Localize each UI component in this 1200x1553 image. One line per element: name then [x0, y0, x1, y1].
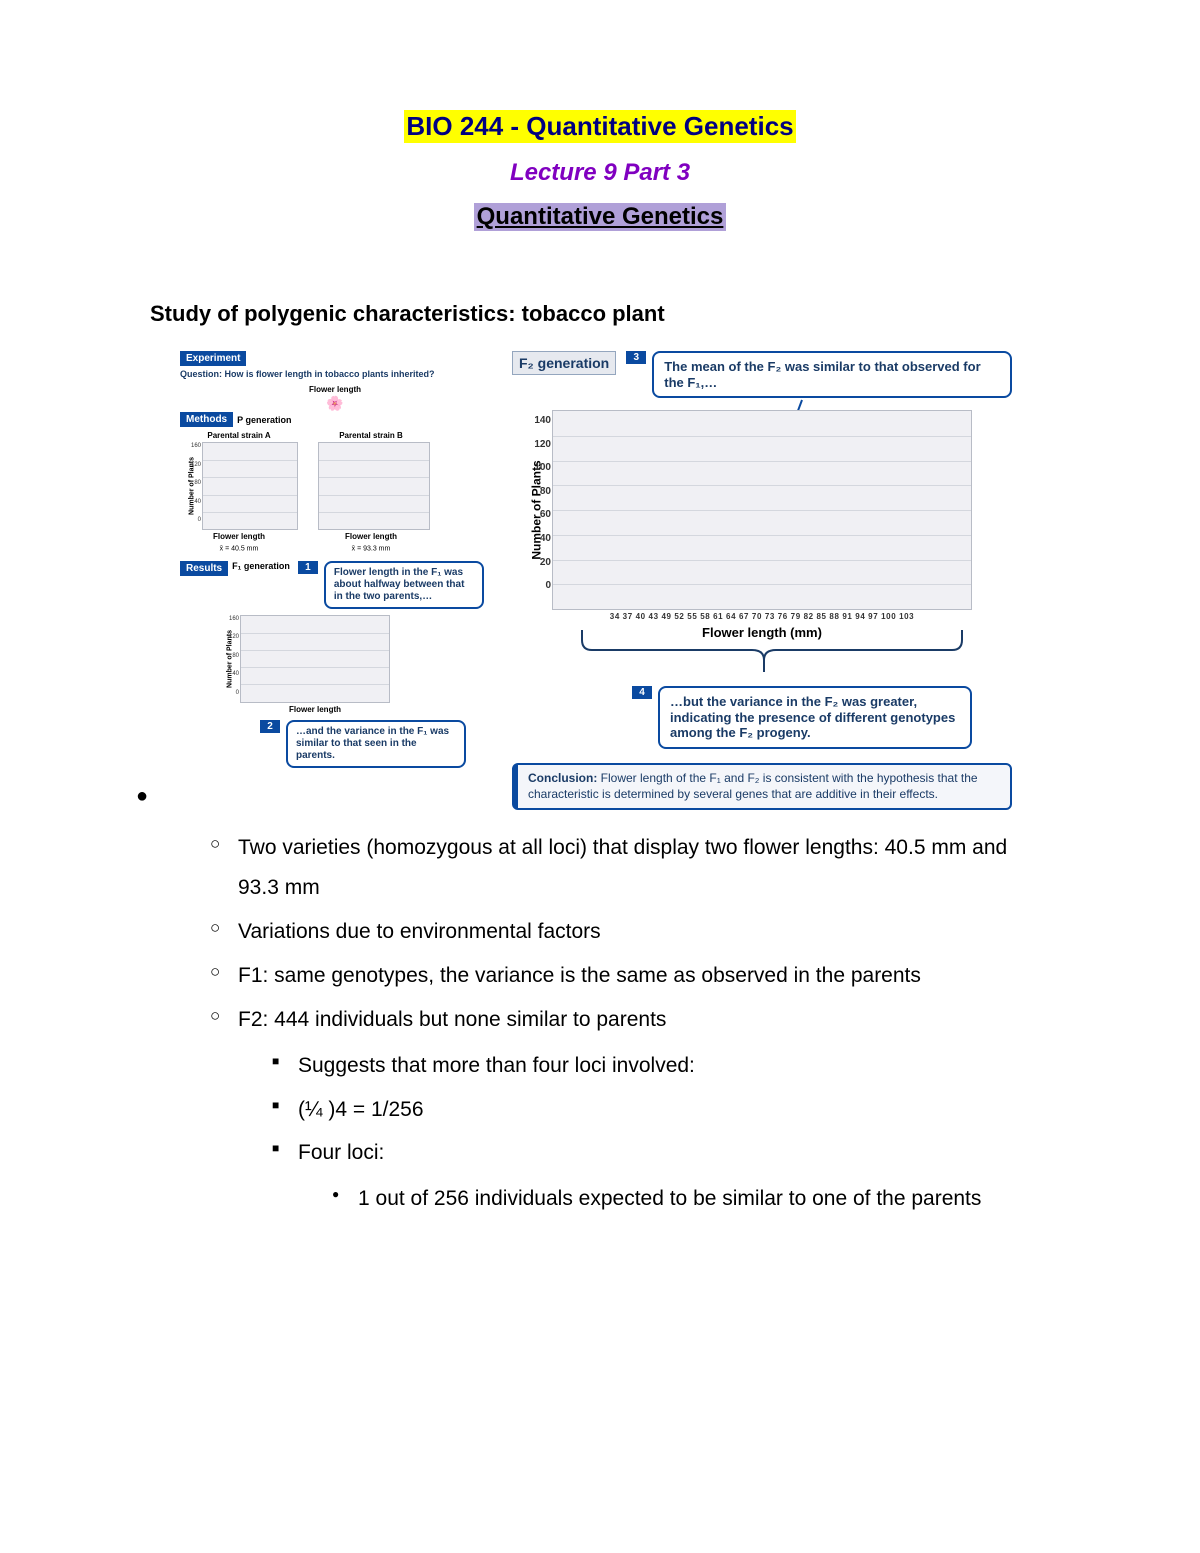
list-item: Variations due to environmental factors: [210, 912, 1050, 952]
callout-1-num: 1: [298, 561, 318, 574]
strain-a-label: Parental strain A: [180, 431, 298, 440]
f1-chart-box: Number of Plants 160 120 80 40 0: [240, 615, 390, 703]
experiment-question: Question: How is flower length in tobacc…: [180, 369, 490, 379]
methods-tag: Methods: [180, 412, 233, 427]
callout-3-num: 3: [626, 351, 646, 364]
flower-length-label: Flower length: [180, 385, 490, 394]
results-tag: Results: [180, 561, 228, 576]
f2-chart-box: Number of Plants 140 120 100 80 60 40 20…: [552, 410, 972, 610]
callout-2: …and the variance in the F₁ was similar …: [286, 720, 466, 768]
list-item: F2: 444 individuals but none similar to …: [210, 1000, 1050, 1219]
callout-1: Flower length in the F₁ was about halfwa…: [324, 561, 484, 609]
p-chart-a-box: Number of Plants 160 120 80 40 0: [202, 442, 298, 530]
f1-chart-xcaption: Flower length: [240, 705, 390, 714]
p-chart-a-yticks: 160 120 80 40 0: [181, 443, 201, 523]
p-chart-b-xcaption: Flower length x̄ = 93.3 mm: [312, 532, 430, 553]
p-generation-label: P generation: [237, 415, 291, 425]
notes-list-lvl2: Suggests that more than four loci involv…: [272, 1046, 1050, 1220]
f2-chart-xcaption: Flower length (mm): [552, 625, 972, 640]
p-chart-b-box: [318, 442, 430, 530]
header-block: BIO 244 - Quantitative Genetics Lecture …: [150, 110, 1050, 231]
p-chart-b: Parental strain B Flower length x̄ = 93.…: [312, 431, 430, 553]
f1-chart-wrap: Number of Plants 160 120 80 40 0 Flower …: [240, 615, 390, 714]
list-item: Suggests that more than four loci involv…: [272, 1046, 1050, 1086]
flower-icon: 🌸: [180, 396, 490, 410]
lecture-label: Lecture 9 Part 3: [150, 159, 1050, 187]
list-item: (¼ )4 = 1/256: [272, 1090, 1050, 1130]
f2-generation-label: F₂ generation: [512, 351, 616, 375]
left-panel: Experiment Question: How is flower lengt…: [180, 351, 490, 768]
notes-block: Two varieties (homozygous at all loci) t…: [210, 828, 1050, 1219]
list-item: 1 out of 256 individuals expected to be …: [332, 1179, 1050, 1219]
conclusion-lead: Conclusion:: [528, 771, 597, 785]
f2-chart-xticks: 34 37 40 43 49 52 55 58 61 64 67 70 73 7…: [552, 612, 972, 621]
course-title: BIO 244 - Quantitative Genetics: [404, 110, 795, 143]
notes-list-lvl3: 1 out of 256 individuals expected to be …: [332, 1179, 1050, 1219]
callout-4: …but the variance in the F₂ was greater,…: [658, 686, 972, 749]
top-bullet-icon: ●: [136, 785, 148, 808]
right-panel: F₂ generation 3 The mean of the F₂ was s…: [512, 351, 1012, 810]
document-page: BIO 244 - Quantitative Genetics Lecture …: [0, 0, 1200, 1553]
figure-row: ● Experiment Question: How is flower len…: [180, 351, 1050, 810]
experiment-tag: Experiment: [180, 351, 246, 366]
callout-4-num: 4: [632, 686, 652, 699]
strain-b-label: Parental strain B: [312, 431, 430, 440]
p-generation-charts: Parental strain A Number of Plants 160 1…: [180, 431, 490, 553]
list-item-text: F2: 444 individuals but none similar to …: [238, 1008, 666, 1031]
list-item: Four loci: 1 out of 256 individuals expe…: [272, 1133, 1050, 1219]
callout-3: The mean of the F₂ was similar to that o…: [652, 351, 1012, 398]
list-item: Two varieties (homozygous at all loci) t…: [210, 828, 1050, 908]
f2-chart-yticks: 140 120 100 80 60 40 20 0: [525, 415, 551, 591]
f1-generation-label: F₁ generation: [232, 561, 290, 571]
p-chart-a-xcaption: Flower length x̄ = 40.5 mm: [180, 532, 298, 553]
f1-chart-yticks: 160 120 80 40 0: [219, 616, 239, 696]
conclusion-box: Conclusion: Flower length of the F₁ and …: [512, 763, 1012, 810]
section-heading: Study of polygenic characteristics: toba…: [150, 301, 1050, 327]
p-chart-a: Parental strain A Number of Plants 160 1…: [180, 431, 298, 553]
notes-list-lvl1: Two varieties (homozygous at all loci) t…: [210, 828, 1050, 1219]
list-item: F1: same genotypes, the variance is the …: [210, 956, 1050, 996]
list-item-text: Four loci:: [298, 1141, 384, 1164]
callout-2-num: 2: [260, 720, 280, 733]
topic-title: Quantitative Genetics: [474, 203, 727, 231]
